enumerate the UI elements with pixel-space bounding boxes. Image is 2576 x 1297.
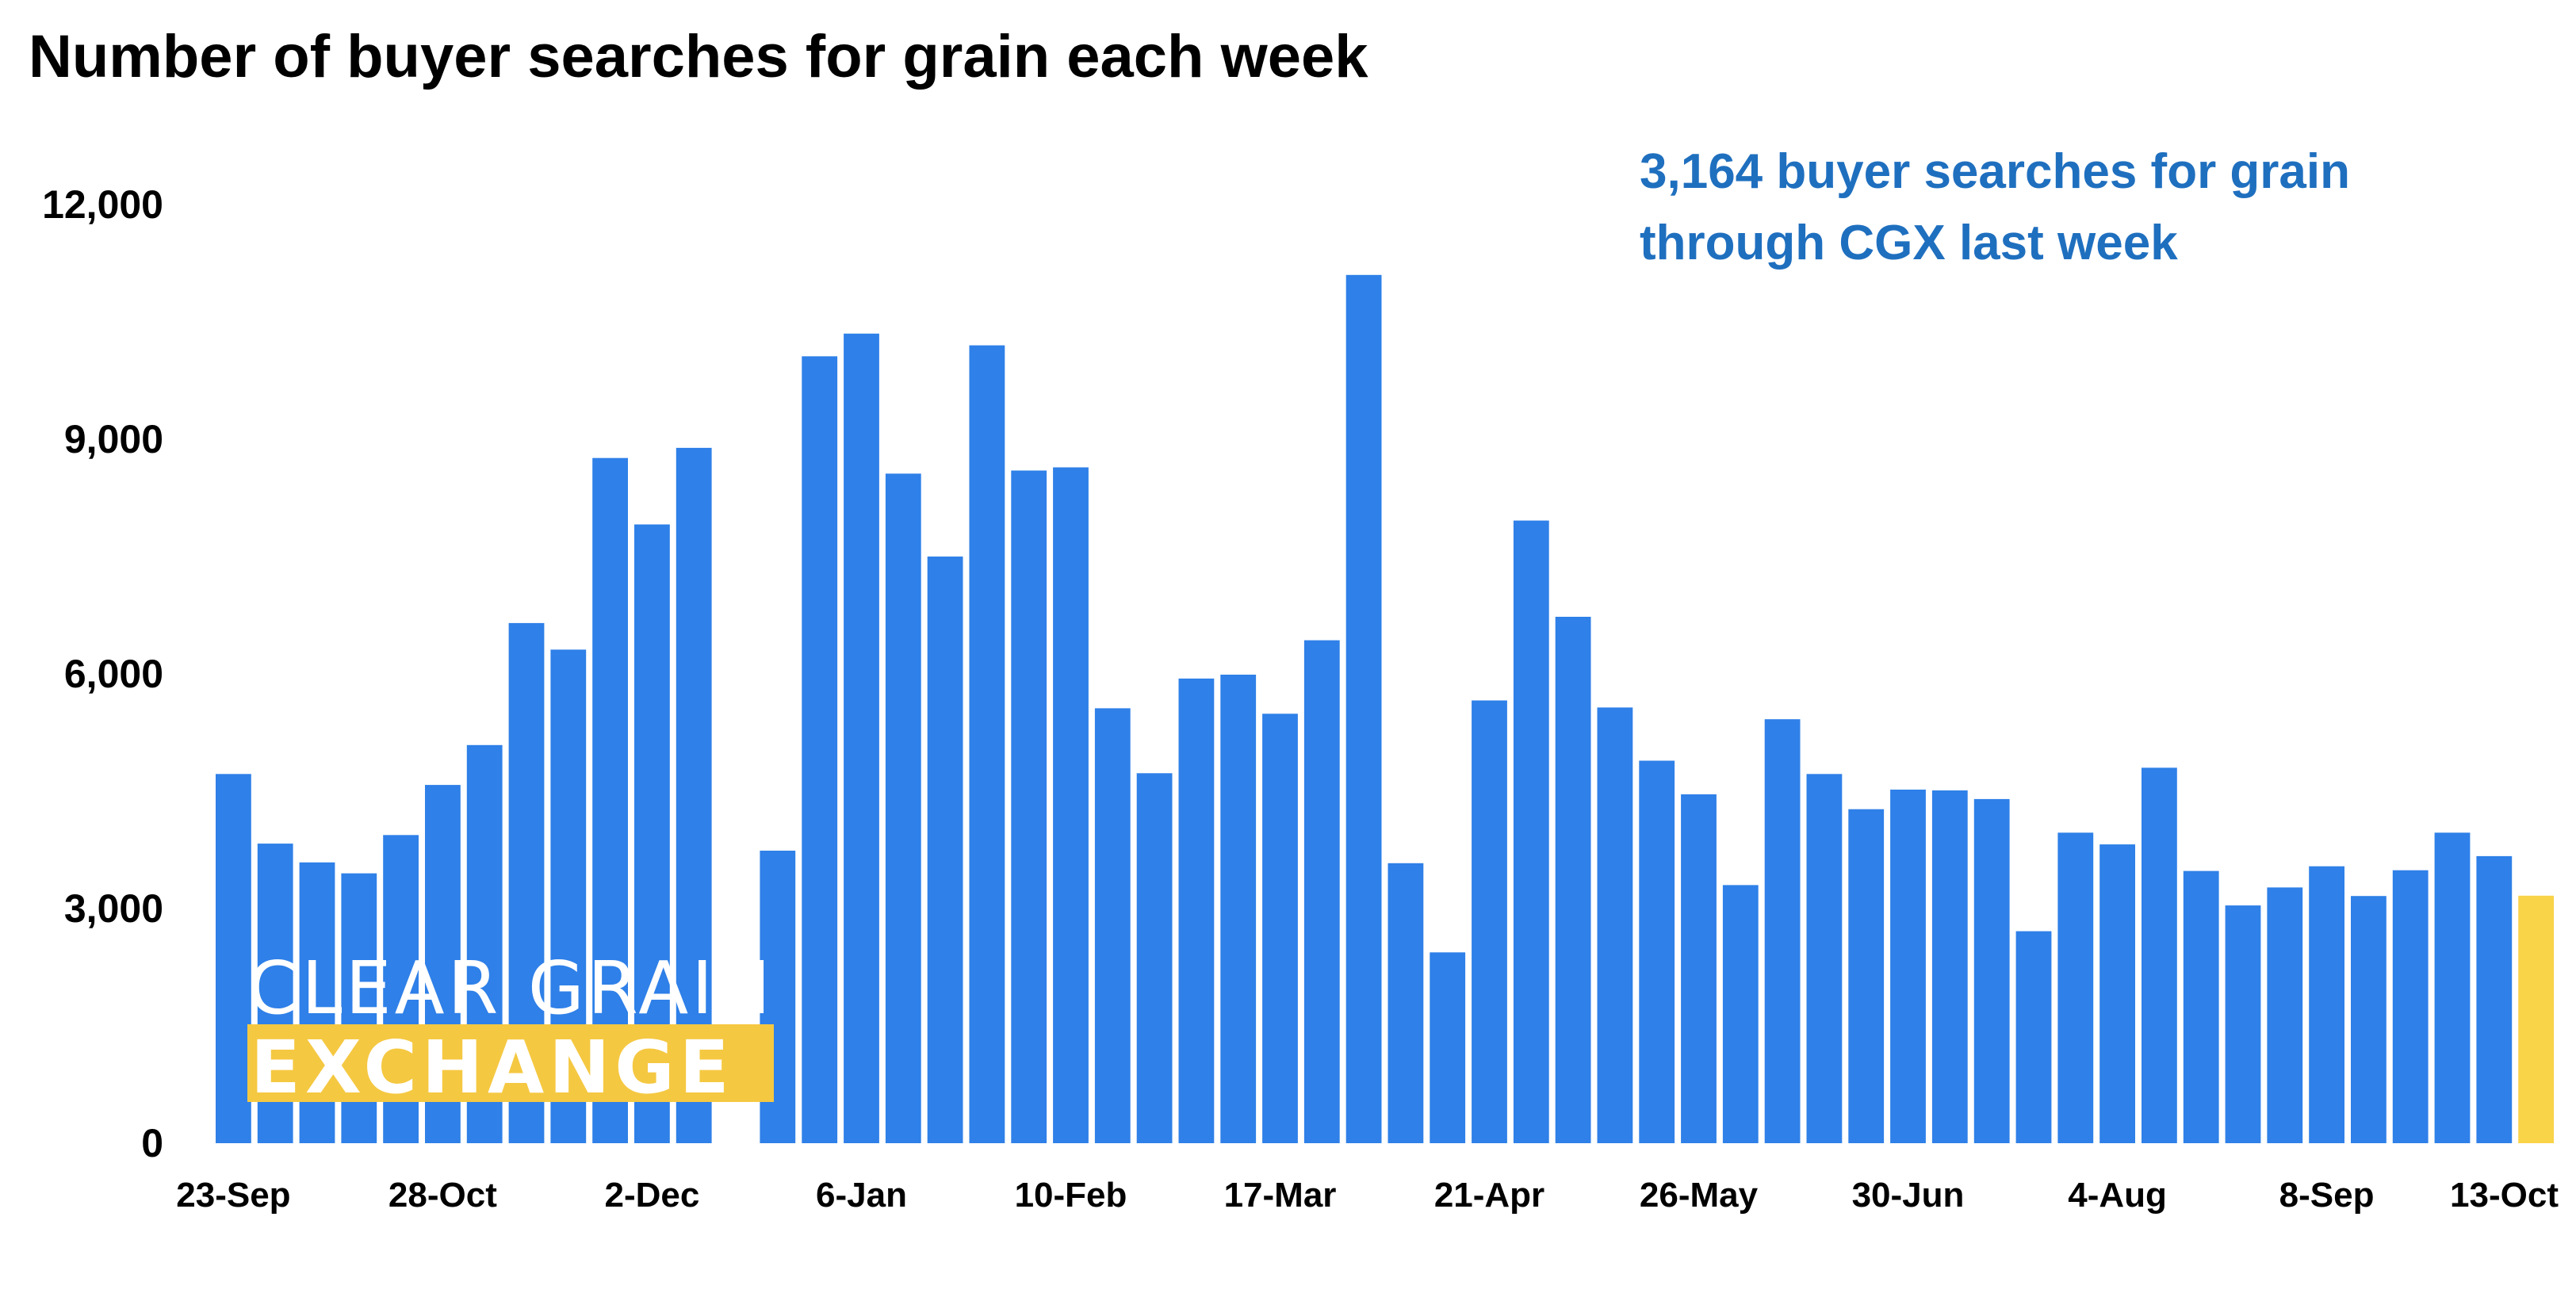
bar-53 <box>2434 832 2471 1143</box>
logo-text-line1: CLEAR GRAIN <box>247 946 774 1031</box>
bar-46 <box>2142 767 2177 1143</box>
bar-54 <box>2476 855 2513 1143</box>
bar-38 <box>1806 774 1843 1143</box>
x-tick-label: 13-Oct <box>2450 1176 2559 1215</box>
logo-band <box>247 1024 774 1102</box>
x-axis-ticks: 23-Sep 28-Oct 2-Dec 6-Jan 10-Feb 17-Mar 21-Apr… <box>176 1176 2559 1215</box>
x-tick-label: 17-Mar <box>1224 1176 1337 1215</box>
bar-51 <box>2351 896 2387 1143</box>
x-tick-label: 6-Jan <box>816 1176 907 1215</box>
clear-grain-exchange-logo: CLEAR GRAIN EXCHANGE <box>247 946 774 1110</box>
x-tick-label: 28-Oct <box>389 1176 497 1215</box>
bar-42 <box>1973 798 2010 1143</box>
y-tick-label: 6,000 <box>64 652 163 696</box>
bar-23 <box>1178 678 1215 1143</box>
y-tick-label: 0 <box>141 1121 163 1165</box>
bar-37 <box>1764 719 1801 1143</box>
callout-line-1: 3,164 buyer searches for grain <box>1640 144 2351 199</box>
bar-26 <box>1303 640 1340 1143</box>
bar-15 <box>844 333 879 1143</box>
bar-52 <box>2392 870 2429 1143</box>
bar-24 <box>1220 675 1257 1143</box>
bar-40 <box>1890 790 1926 1143</box>
y-tick-label: 3,000 <box>64 886 163 931</box>
bar-20 <box>1053 467 1089 1143</box>
bar-22 <box>1136 773 1173 1143</box>
bar-19 <box>1011 470 1047 1143</box>
bar-29 <box>1430 952 1466 1143</box>
bar-45 <box>2099 844 2135 1143</box>
bar-48 <box>2225 905 2261 1143</box>
bar-27 <box>1345 274 1382 1143</box>
x-tick-label: 23-Sep <box>176 1176 290 1215</box>
bar-18 <box>969 345 1005 1144</box>
logo-text-line2: EXCHANGE <box>251 1025 734 1110</box>
bar-17 <box>927 557 963 1143</box>
bar-44 <box>2057 832 2094 1143</box>
bar-43 <box>2015 931 2052 1143</box>
bar-41 <box>1931 790 1968 1143</box>
callout-line-2: through CGX last week <box>1640 216 2178 270</box>
bar-55 <box>2518 895 2554 1143</box>
bar-28 <box>1388 863 1424 1143</box>
bar-33 <box>1597 707 1633 1143</box>
bar-39 <box>1848 809 1885 1143</box>
bar-34 <box>1639 760 1675 1143</box>
chart-title: Number of buyer searches for grain each … <box>29 23 1368 90</box>
bar-16 <box>885 473 921 1143</box>
x-tick-label: 8-Sep <box>2279 1176 2375 1215</box>
bar-50 <box>2309 866 2344 1143</box>
x-tick-label: 21-Apr <box>1434 1176 1544 1215</box>
bar-35 <box>1681 794 1717 1143</box>
x-tick-label: 26-May <box>1640 1176 1759 1215</box>
callout-annotation: 3,164 buyer searches for grain through C… <box>1640 136 2350 279</box>
bar-21 <box>1094 708 1131 1143</box>
y-tick-label: 9,000 <box>64 417 163 461</box>
bar-30 <box>1472 700 1507 1143</box>
bar-14 <box>802 356 838 1143</box>
bar-0 <box>216 774 251 1143</box>
bar-36 <box>1722 885 1759 1143</box>
x-tick-label: 2-Dec <box>604 1176 699 1215</box>
x-tick-label: 30-Jun <box>1852 1176 1965 1215</box>
x-tick-label: 10-Feb <box>1015 1176 1127 1215</box>
bar-25 <box>1262 714 1298 1143</box>
bar-47 <box>2183 870 2219 1143</box>
bar-49 <box>2267 887 2303 1143</box>
y-axis-ticks: 0 3,000 6,000 9,000 12,000 <box>42 182 163 1165</box>
x-tick-label: 4-Aug <box>2068 1176 2167 1215</box>
y-tick-label: 12,000 <box>42 182 163 227</box>
bar-31 <box>1513 520 1549 1143</box>
bar-32 <box>1555 617 1591 1143</box>
